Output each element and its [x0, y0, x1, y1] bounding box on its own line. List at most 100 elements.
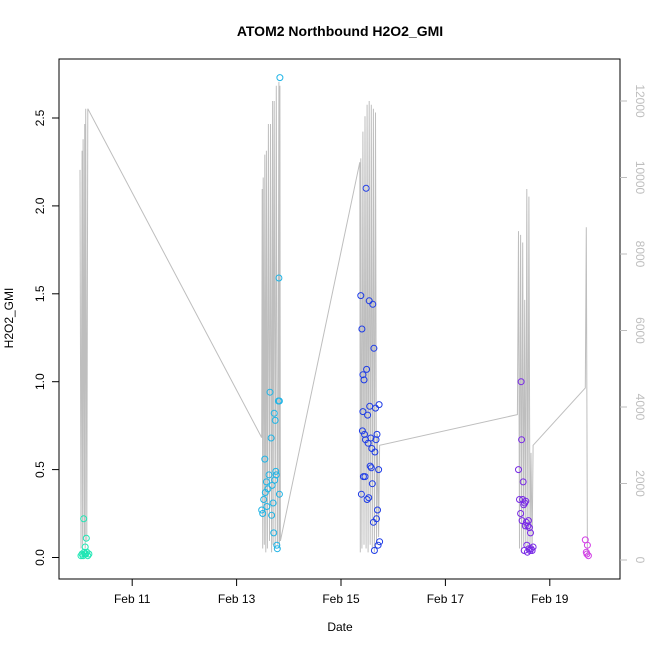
altitude-line-group: [79, 81, 588, 557]
data-point: [376, 538, 384, 546]
data-point: [258, 506, 266, 514]
y-tick-label: 2.0: [33, 197, 47, 214]
y2-tick-label: 10000: [633, 161, 647, 195]
y-axis-label: H2O2_GMI: [2, 288, 16, 349]
points-group: [77, 74, 592, 560]
data-point: [268, 511, 276, 519]
data-point: [361, 473, 369, 481]
data-point: [80, 515, 88, 523]
data-point: [515, 466, 522, 474]
y-axis: 0.0 0.5 1.0 1.5 2.0 2.5: [33, 109, 59, 566]
data-point: [85, 550, 93, 558]
data-point: [272, 467, 280, 475]
x-tick-label: Feb 17: [427, 592, 465, 606]
data-point: [522, 518, 530, 526]
data-point: [358, 325, 366, 333]
data-point: [364, 411, 372, 419]
data-point: [363, 365, 371, 373]
data-point: [259, 510, 267, 517]
data-point: [524, 517, 532, 525]
data-point: [273, 545, 281, 553]
data-point: [359, 371, 367, 379]
data-point: [262, 478, 270, 486]
data-point: [270, 529, 278, 537]
data-point: [363, 496, 371, 503]
data-point: [519, 478, 527, 486]
data-point: [82, 550, 90, 558]
plot-area: [58, 58, 621, 580]
data-point: [272, 471, 280, 479]
data-point: [365, 297, 373, 305]
y2-tick-label: 0: [633, 557, 647, 564]
data-point: [273, 541, 281, 549]
data-point: [521, 499, 529, 507]
data-point: [524, 522, 532, 530]
data-point: [266, 388, 274, 396]
data-point: [271, 416, 279, 424]
data-point: [370, 344, 378, 352]
y2-tick-label: 6000: [633, 317, 647, 344]
data-point: [270, 409, 278, 417]
data-point: [361, 430, 368, 438]
data-point: [360, 376, 368, 384]
data-point: [263, 503, 271, 510]
data-point: [275, 274, 283, 282]
data-point: [528, 547, 536, 554]
data-point: [357, 292, 365, 300]
data-point: [84, 552, 92, 560]
data-point: [264, 485, 272, 493]
data-point: [367, 464, 375, 472]
data-point: [521, 522, 529, 530]
data-point: [357, 490, 365, 498]
data-point: [518, 436, 526, 444]
data-point: [265, 471, 273, 479]
data-point: [375, 466, 383, 474]
data-point: [527, 529, 534, 537]
y2-tick-label: 2000: [633, 470, 647, 497]
y2-tick-label: 12000: [633, 84, 647, 118]
data-point: [362, 184, 370, 192]
data-point: [82, 534, 90, 542]
data-point: [527, 545, 535, 553]
x-axis: Feb 11 Feb 13 Feb 15 Feb 17 Feb 19: [114, 579, 569, 606]
data-point: [269, 499, 277, 507]
y-tick-label: 1.5: [33, 285, 47, 302]
data-point: [267, 434, 275, 442]
data-point: [358, 427, 366, 435]
data-point: [371, 448, 379, 456]
data-point: [366, 462, 374, 470]
data-point: [523, 541, 531, 549]
data-point: [261, 455, 269, 463]
data-point: [369, 300, 377, 308]
data-point: [83, 548, 91, 556]
data-point: [373, 430, 381, 438]
data-point: [374, 541, 382, 549]
y-tick-label: 0.0: [33, 549, 47, 566]
data-point: [275, 397, 283, 405]
x-tick-label: Feb 13: [218, 592, 256, 606]
secondary-y-axis: 0 2000 4000 6000 8000 10000 12000: [620, 84, 647, 564]
x-tick-label: Feb 11: [114, 592, 151, 606]
y-tick-label: 2.5: [33, 109, 47, 126]
data-point: [529, 543, 537, 551]
data-point: [260, 496, 268, 503]
data-point: [373, 515, 380, 523]
data-point: [370, 547, 378, 554]
data-point: [359, 408, 367, 416]
data-point: [584, 552, 592, 560]
data-point: [583, 550, 591, 558]
chart-title: ATOM2 Northbound H2O2_GMI: [237, 23, 443, 39]
y-tick-label: 0.5: [33, 461, 47, 478]
data-point: [525, 524, 533, 532]
data-point: [374, 506, 381, 514]
data-point: [372, 404, 379, 412]
data-point: [276, 74, 284, 82]
x-tick-label: Feb 19: [531, 592, 569, 606]
x-axis-label: Date: [327, 620, 353, 634]
data-point: [275, 490, 283, 498]
data-point: [583, 541, 591, 549]
data-point: [368, 480, 376, 488]
data-point: [365, 494, 373, 502]
data-point: [375, 401, 383, 409]
